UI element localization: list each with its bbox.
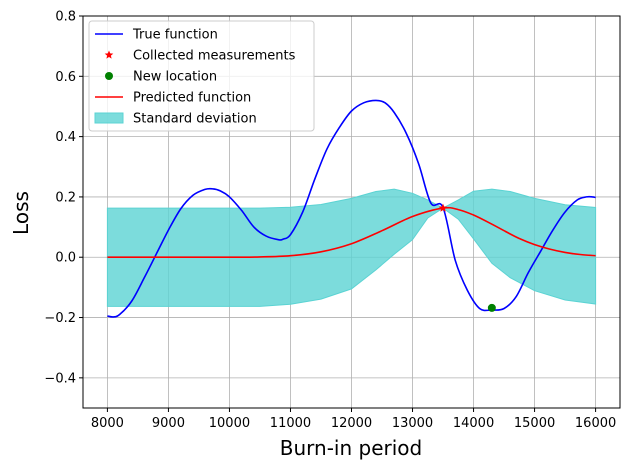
plot-area: 8000 9000 10000 11000 12000 13000 14000 15000 16… bbox=[44, 10, 621, 431]
legend-box bbox=[88, 20, 315, 132]
y-tick-label: 0.8 bbox=[55, 10, 76, 25]
y-tick-label: 0.4 bbox=[55, 130, 76, 145]
x-tick-label: 9000 bbox=[152, 416, 185, 431]
y-tick-label: −0.2 bbox=[44, 311, 76, 326]
predicted-function-line bbox=[107, 206, 596, 259]
y-axis-title: Loss bbox=[9, 191, 33, 235]
legend-item: Standard deviation bbox=[94, 112, 257, 127]
x-tick-label: 14000 bbox=[453, 416, 494, 431]
legend-item: Predicted function bbox=[95, 91, 251, 106]
y-tick-label: 0.2 bbox=[55, 190, 76, 205]
legend-item: True function bbox=[95, 28, 218, 43]
x-axis-title: Burn-in period bbox=[280, 436, 422, 460]
legend-item: Collected measurements bbox=[104, 49, 296, 64]
new-location-marker bbox=[487, 303, 496, 312]
legend-label: Collected measurements bbox=[133, 49, 296, 64]
std-deviation-band bbox=[106, 188, 597, 307]
true-function-line bbox=[107, 99, 596, 318]
y-tick-label: 0.0 bbox=[55, 251, 76, 266]
legend-label: Standard deviation bbox=[133, 112, 257, 127]
measurement-marker bbox=[438, 203, 448, 212]
x-tick-label: 8000 bbox=[91, 416, 124, 431]
x-tick-label: 13000 bbox=[392, 416, 433, 431]
legend-star-icon bbox=[104, 50, 114, 59]
legend-label: True function bbox=[132, 28, 218, 43]
legend-patch-icon bbox=[94, 112, 124, 124]
x-tick-label: 12000 bbox=[331, 416, 372, 431]
legend-circle-icon bbox=[105, 72, 113, 80]
x-tick-label: 15000 bbox=[514, 416, 555, 431]
y-tick-label: −0.4 bbox=[44, 371, 76, 386]
legend-label: Predicted function bbox=[133, 91, 251, 106]
legend: True function Collected measurements New l… bbox=[88, 20, 315, 132]
legend-label: New location bbox=[133, 70, 217, 85]
x-tick-label: 11000 bbox=[270, 416, 311, 431]
legend-item: New location bbox=[105, 70, 217, 85]
x-tick-label: 10000 bbox=[209, 416, 250, 431]
x-tick-label: 16000 bbox=[575, 416, 616, 431]
y-tick-label: 0.6 bbox=[55, 70, 76, 85]
